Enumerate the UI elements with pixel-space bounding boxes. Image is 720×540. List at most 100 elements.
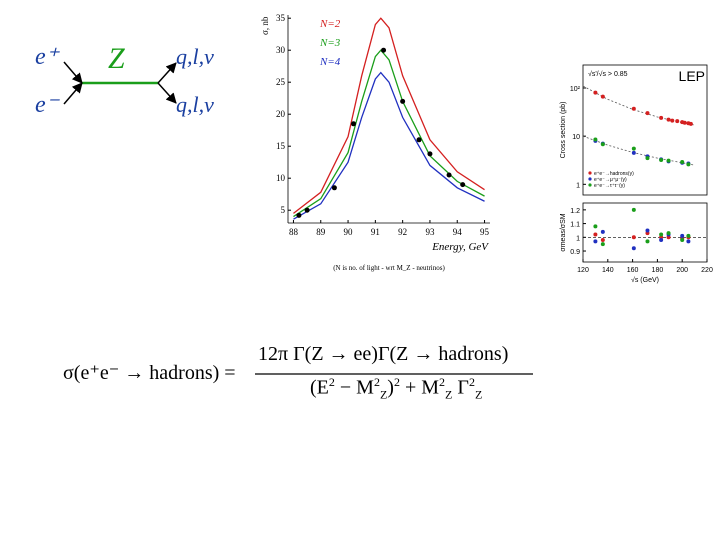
- data-point: [670, 118, 675, 123]
- data-point: [631, 207, 636, 212]
- data-point: [631, 246, 636, 251]
- data-point: [331, 185, 337, 191]
- x-tick-label: 120: [577, 267, 589, 274]
- data-point: [680, 160, 685, 165]
- data-point: [680, 238, 685, 243]
- y-axis-label: σ, nb: [260, 16, 270, 35]
- chart: 5 10 15 20 25 30 35 88 89 90 91 92 93 94 95 σ, nb Energy…: [260, 13, 490, 272]
- x-axis-label: √s (GeV): [631, 276, 659, 284]
- data-point: [645, 231, 650, 236]
- y-tick-label: 1.1: [570, 222, 580, 229]
- caption: (N is no. of light - wrt M_Z - neutrinos…: [333, 264, 445, 272]
- e-minus-line: [63, 82, 83, 105]
- data-point: [593, 137, 598, 142]
- y-tick-label: 15: [276, 141, 286, 151]
- data-point: [666, 117, 671, 122]
- den-part: Γ: [452, 376, 469, 399]
- x-tick-label: 89: [316, 227, 326, 237]
- data-point: [593, 224, 598, 229]
- x-tick-label: 220: [701, 267, 713, 274]
- data-point: [688, 121, 693, 126]
- formula-denominator: (E2 − M2Z)2 + M2Z Γ2Z: [310, 375, 482, 403]
- x-tick-label: 200: [676, 267, 688, 274]
- legend-marker: [588, 183, 592, 187]
- y-tick-label: 10²: [570, 86, 581, 93]
- legend-label: N=3: [319, 37, 341, 49]
- den-part: 2: [328, 375, 335, 389]
- e-plus-line: [63, 61, 83, 84]
- data-point: [600, 229, 605, 234]
- data-point: [666, 231, 671, 236]
- x-tick-label: 180: [652, 267, 664, 274]
- x-tick-label: 95: [480, 227, 490, 237]
- data-point: [645, 228, 650, 233]
- y-tick-label: 1: [576, 182, 580, 189]
- data-point: [600, 142, 605, 147]
- x-tick-label: 88: [289, 227, 299, 237]
- e-plus-label: e⁺: [35, 44, 61, 70]
- formula-lhs: σ(e⁺e⁻ → hadrons) =: [63, 362, 236, 384]
- y-tick-label: 1.2: [570, 208, 580, 215]
- series-line: [582, 85, 695, 126]
- y-axis-label: Cross section (pb): [560, 102, 567, 159]
- series-line: [293, 71, 485, 220]
- y-tick-label: 5: [281, 205, 286, 215]
- data-point: [682, 120, 687, 125]
- x-tick-label: 92: [398, 227, 407, 237]
- plot-frame: [582, 64, 708, 196]
- y-tick-label: 10: [276, 173, 286, 183]
- y-tick-label: 30: [276, 45, 286, 55]
- x-tick-label: 91: [371, 227, 380, 237]
- data-point: [659, 115, 664, 120]
- data-point: [593, 239, 598, 244]
- data-point: [460, 182, 466, 188]
- chart: 10² 10 1 Cross section (pb) √s'/√s > 0.85 LEP…: [560, 64, 708, 196]
- data-point: [666, 235, 671, 240]
- den-part: − M: [334, 376, 374, 399]
- y-axis-label: σmeas/σSM: [560, 213, 567, 251]
- chart: 0.9 1 1.1 1.2 120 140 160 180 200 220 σmeas/σSM √s …: [560, 202, 713, 284]
- legend-marker: [588, 171, 592, 175]
- legend-label: e⁺e⁻→τ⁺τ⁻(γ): [594, 183, 625, 189]
- den-part: ): [387, 376, 394, 399]
- data-point: [593, 90, 598, 95]
- data-point: [381, 47, 387, 53]
- den-part: 2: [468, 375, 475, 389]
- data-point: [304, 207, 310, 213]
- data-point: [666, 158, 671, 163]
- out-line-bottom: [157, 82, 177, 104]
- out-line-top: [157, 62, 177, 84]
- data-point: [659, 232, 664, 237]
- data-point: [645, 239, 650, 244]
- final-state-bottom: q,l,ν: [176, 92, 214, 117]
- final-state-top: q,l,ν: [176, 44, 214, 69]
- z-label: Z: [108, 42, 125, 75]
- e-minus-label: e⁻: [35, 92, 61, 118]
- legend-label: e⁺e⁻→hadrons(γ): [594, 171, 634, 177]
- data-point: [686, 233, 691, 238]
- y-tick-label: 0.9: [570, 249, 580, 256]
- legend-label: N=4: [319, 56, 341, 68]
- data-point: [446, 172, 452, 178]
- data-point: [675, 119, 680, 124]
- den-part: 2: [439, 375, 446, 389]
- den-part: Z: [445, 387, 453, 402]
- x-tick-label: 90: [344, 227, 354, 237]
- data-point: [631, 146, 636, 151]
- legend-label: e⁺e⁻→μ⁺μ⁻(γ): [594, 177, 627, 183]
- data-point: [645, 156, 650, 161]
- data-point: [600, 242, 605, 247]
- den-part: + M: [399, 376, 440, 399]
- den-part: Z: [379, 387, 388, 402]
- x-axis-label: Energy, GeV: [431, 241, 489, 253]
- data-point: [600, 238, 605, 243]
- data-point: [631, 150, 636, 155]
- data-point: [296, 212, 302, 218]
- data-point: [593, 232, 598, 237]
- data-point: [686, 162, 691, 167]
- x-tick-label: 160: [627, 267, 639, 274]
- den-part: 2: [373, 375, 380, 389]
- data-point: [659, 157, 664, 162]
